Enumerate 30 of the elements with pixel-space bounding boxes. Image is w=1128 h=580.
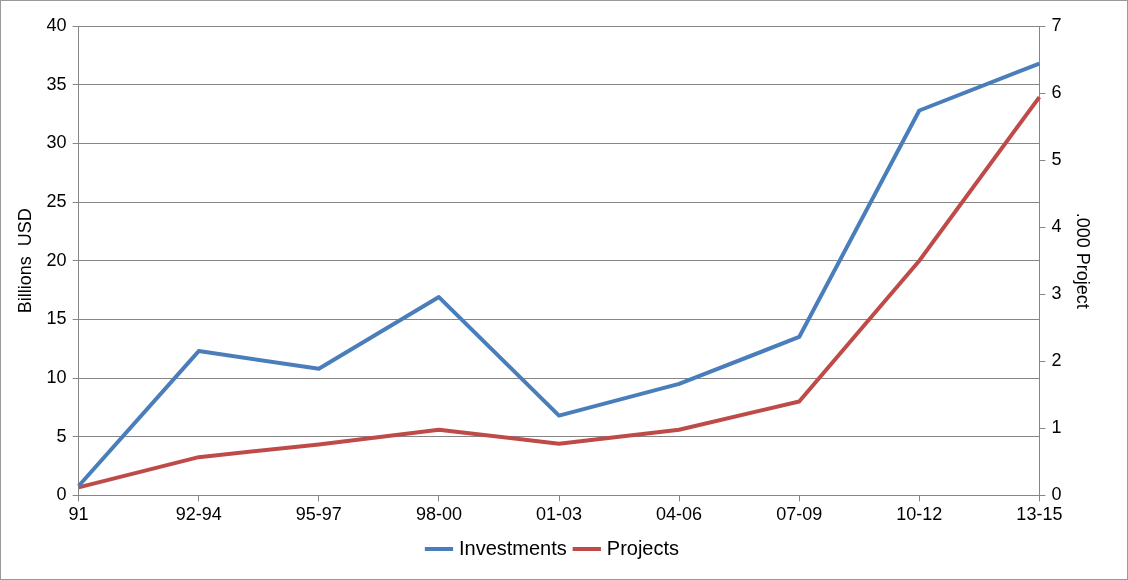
- y-axis-title: Billions USD: [14, 208, 35, 314]
- x-tick-label: 07-09: [776, 504, 823, 525]
- y2-tick-label: 1: [1051, 417, 1062, 438]
- y-tick-label: 25: [46, 190, 67, 211]
- x-tick-label: 04-06: [656, 504, 703, 525]
- legend-label: Projects: [606, 536, 680, 559]
- y-tick-label: 0: [56, 484, 67, 505]
- y2-tick-label: 0: [1051, 484, 1062, 505]
- x-tick-label: 01-03: [535, 504, 583, 525]
- y2-tick-label: 6: [1051, 82, 1062, 103]
- y2-axis-title: .000 Project: [1073, 212, 1094, 309]
- y2-tick-label: 7: [1051, 14, 1062, 35]
- y-tick-label: 10: [46, 367, 67, 388]
- x-tick-label: 13-15: [1016, 504, 1063, 525]
- x-tick-label: 95-97: [295, 504, 342, 525]
- x-tick-label: 10-12: [896, 504, 943, 525]
- legend-label: Investments: [458, 536, 567, 559]
- y2-tick-label: 2: [1051, 350, 1062, 371]
- y-tick-label: 15: [46, 308, 67, 329]
- y2-tick-label: 5: [1051, 149, 1062, 170]
- y-tick-label: 20: [46, 249, 67, 270]
- y2-tick-label: 4: [1051, 216, 1062, 237]
- y-tick-label: 5: [56, 425, 67, 446]
- x-tick-label: 98-00: [415, 504, 462, 525]
- y-tick-label: 35: [46, 73, 67, 94]
- x-tick-label: 91: [68, 504, 89, 525]
- y-tick-label: 30: [46, 132, 67, 153]
- y2-tick-label: 3: [1051, 283, 1062, 304]
- x-tick-label: 92-94: [175, 504, 222, 525]
- y-tick-label: 40: [46, 14, 67, 35]
